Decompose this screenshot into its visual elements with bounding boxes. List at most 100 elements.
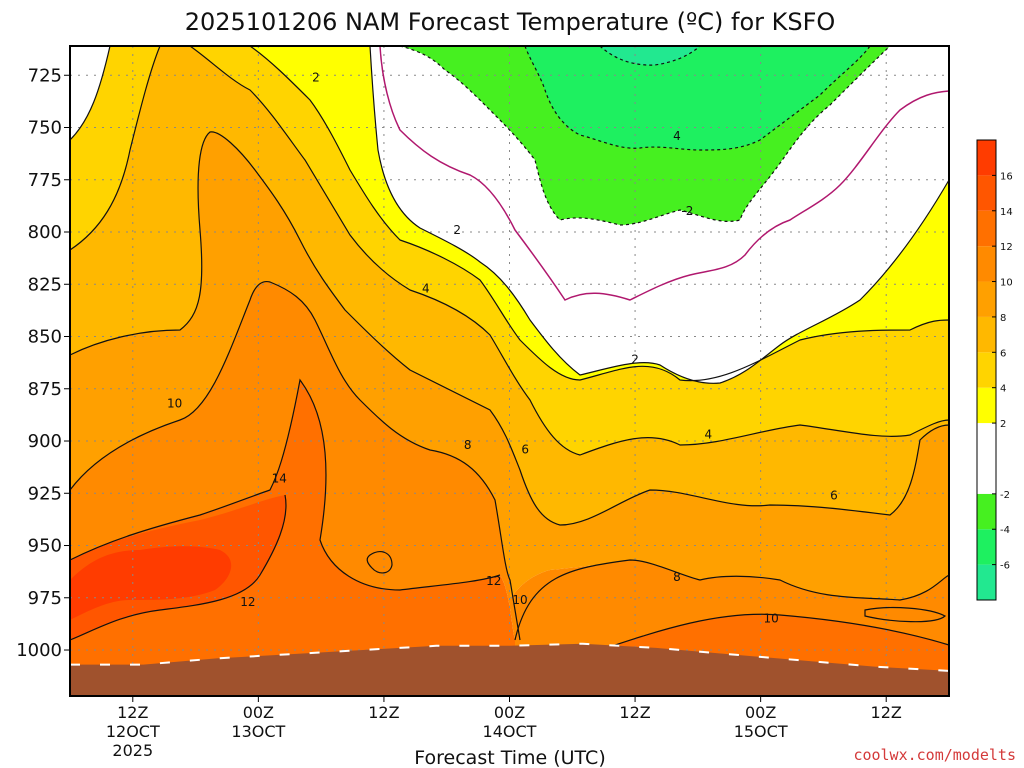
- contour-labels: 2 2 4 10 8 6 14 12 12 10 2 4 -2 8 4 6 10: [167, 70, 838, 625]
- contour-label: 4: [705, 428, 713, 442]
- colorbar-label: 2: [1000, 419, 1006, 430]
- chart-title: 2025101206 NAM Forecast Temperature (ºC)…: [185, 8, 836, 36]
- contour-label: 10: [167, 396, 182, 410]
- colorbar-swatch: [977, 387, 996, 424]
- colorbar-swatch: [977, 352, 996, 388]
- y-tick-label: 950: [28, 536, 62, 557]
- contour-loop-right: [864, 606, 947, 623]
- contour-label: 2: [453, 223, 461, 237]
- freezing-line: [379, 45, 950, 301]
- contour-label: 6: [830, 488, 838, 502]
- x-tick-label: 12Z: [619, 703, 650, 722]
- x-tick-label: 00Z: [243, 703, 274, 722]
- x-tick-label: 00Z: [494, 703, 525, 722]
- colorbar-label: -6: [1000, 561, 1010, 572]
- colorbar-swatch: [977, 140, 996, 176]
- contour-14: [69, 494, 287, 641]
- contour-4: [69, 45, 950, 382]
- colorbar-swatch: [977, 246, 996, 282]
- contour-loop-small: [366, 551, 393, 574]
- contour-12: [69, 378, 501, 591]
- credit-text: coolwx.com/modelts: [853, 746, 1016, 764]
- x-axis-label: Forecast Time (UTC): [414, 747, 605, 768]
- contour-12-right: [599, 613, 950, 651]
- colorbar-label: 10: [1000, 278, 1013, 289]
- band-minus8-to-minus6: [600, 46, 700, 66]
- x-tick-label: 12OCT: [106, 722, 160, 741]
- contour-label: 8: [464, 438, 472, 452]
- colorbar-swatch: [977, 529, 996, 565]
- y-tick-label: 775: [28, 170, 62, 191]
- y-tick-label: 725: [28, 65, 62, 86]
- contour-label: 6: [521, 442, 529, 456]
- contour-6: [69, 45, 950, 456]
- contour-8: [69, 131, 950, 526]
- y-tick-label: 1000: [16, 640, 62, 661]
- contour-lines-dashed: [399, 45, 891, 226]
- y-tick-label: 900: [28, 431, 62, 452]
- contour-label: 14: [272, 472, 287, 486]
- contour-label: 4: [422, 281, 430, 295]
- colorbar-frame: [976, 139, 997, 601]
- y-tick-label: 875: [28, 379, 62, 400]
- colorbar-swatch: [977, 281, 996, 317]
- y-tick-label: 800: [28, 222, 62, 243]
- y-axis: 725 750 775 800 825 850 875 900 925 950 975 1000: [16, 65, 70, 661]
- colorbar-swatch: [977, 316, 996, 353]
- band-2-to-4: [250, 46, 949, 384]
- band-8-to-10: [70, 131, 949, 600]
- contour-minus2: [399, 45, 891, 226]
- colorbar-swatch: [977, 175, 996, 211]
- colorbar-label: 8: [1000, 313, 1006, 324]
- x-tick-label: 12Z: [117, 703, 148, 722]
- contour-lines: [69, 45, 950, 651]
- x-tick-label: 15OCT: [734, 722, 788, 741]
- colorbar-swatch: [977, 564, 996, 600]
- contour-label: 2: [312, 70, 320, 84]
- contour-label: 4: [673, 129, 681, 143]
- y-tick-label: 925: [28, 483, 62, 504]
- colorbar-label: 12: [1000, 242, 1013, 253]
- contour-label: 12: [240, 595, 255, 609]
- plot-area: 2 2 4 10 8 6 14 12 12 10 2 4 -2 8 4 6 10: [69, 45, 950, 697]
- x-tick-label: 00Z: [745, 703, 776, 722]
- contour-2: [369, 45, 950, 384]
- band-minus6-to-minus4: [525, 46, 870, 150]
- band-6-to-8: [70, 46, 949, 525]
- contour-label: 2: [631, 353, 639, 367]
- band-minus2-to-2: [370, 46, 949, 384]
- x-tick-label: 2025: [112, 741, 153, 760]
- contour-10-right: [514, 559, 950, 641]
- colorbar-swatch: [977, 423, 996, 494]
- contour-10: [69, 280, 521, 641]
- band-10-to-12: [70, 281, 520, 640]
- colorbar-label: 14: [1000, 207, 1013, 218]
- contour-label: 8: [673, 570, 681, 584]
- band-12-plus: [70, 380, 520, 690]
- contour-minus6: [599, 45, 701, 66]
- x-tick-label: 12Z: [871, 703, 902, 722]
- colorbar-label: -4: [1000, 525, 1010, 536]
- x-tick-label: 12Z: [368, 703, 399, 722]
- colorbar-label: 4: [1000, 384, 1006, 395]
- x-tick-label: 13OCT: [231, 722, 285, 741]
- x-tick-label: 14OCT: [483, 722, 537, 741]
- colorbar-swatch: [977, 210, 996, 247]
- contour-label: 10: [763, 612, 778, 626]
- colorbar: 16 14 12 10 8 6 4 2 -2 -4 -6: [976, 139, 1013, 601]
- colorbar-swatch: [977, 493, 996, 530]
- band-4-to-6: [70, 46, 949, 455]
- colorbar-label: 16: [1000, 171, 1013, 182]
- contour-label: 10: [512, 593, 527, 607]
- y-tick-label: 975: [28, 588, 62, 609]
- contour-label: -2: [681, 204, 693, 218]
- band-16-plus: [70, 546, 232, 620]
- y-tick-label: 850: [28, 327, 62, 348]
- contour-minus4: [524, 45, 871, 151]
- y-tick-label: 825: [28, 274, 62, 295]
- contour-label: 12: [486, 574, 501, 588]
- colorbar-label: -2: [1000, 490, 1010, 501]
- terrain-surface: [70, 643, 949, 696]
